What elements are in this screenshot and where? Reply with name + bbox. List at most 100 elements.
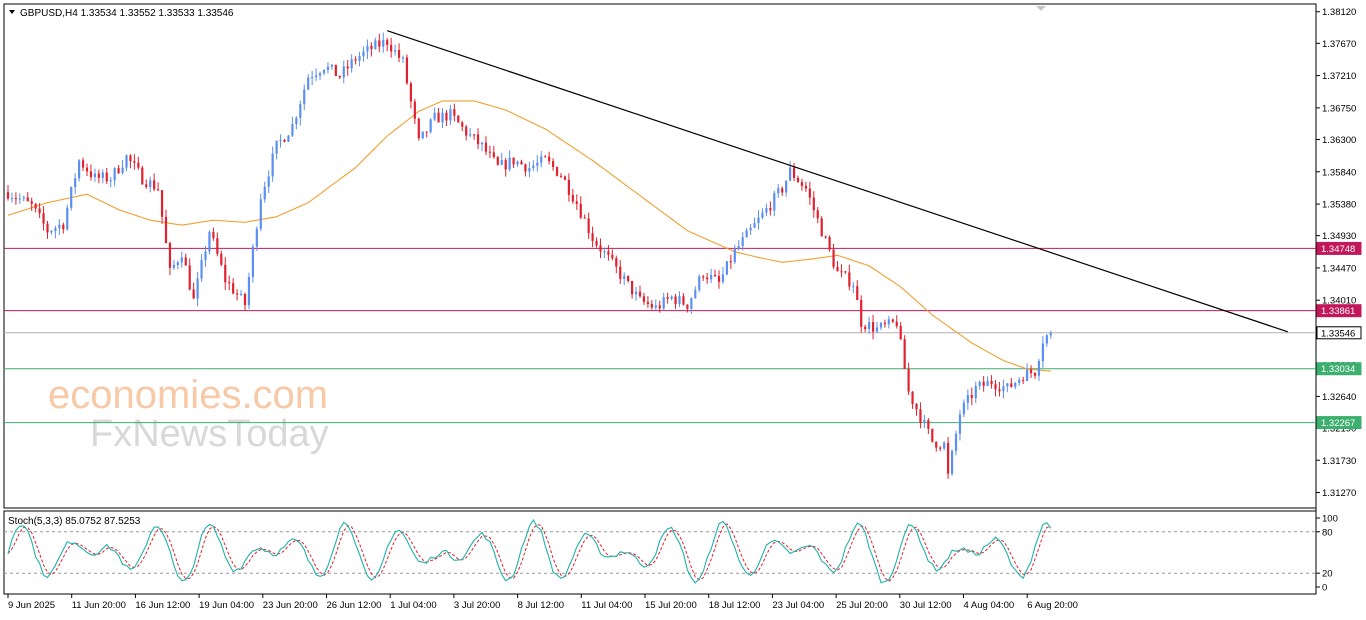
candle-body[interactable] bbox=[259, 199, 262, 229]
candle-body[interactable] bbox=[599, 245, 602, 252]
candle-body[interactable] bbox=[1006, 383, 1009, 387]
candle-body[interactable] bbox=[14, 198, 17, 200]
candle-body[interactable] bbox=[1002, 386, 1005, 392]
candle-body[interactable] bbox=[619, 266, 622, 279]
candle-body[interactable] bbox=[552, 161, 555, 167]
candle-body[interactable] bbox=[224, 264, 227, 283]
candle-body[interactable] bbox=[927, 420, 930, 429]
candle-body[interactable] bbox=[342, 66, 345, 78]
candle-body[interactable] bbox=[595, 240, 598, 246]
candle-body[interactable] bbox=[710, 274, 713, 280]
candle-body[interactable] bbox=[429, 119, 432, 132]
moving-average-line[interactable] bbox=[7, 100, 1051, 372]
candle-body[interactable] bbox=[713, 274, 717, 277]
candle-body[interactable] bbox=[109, 180, 112, 182]
candle-body[interactable] bbox=[958, 414, 962, 434]
candle-body[interactable] bbox=[832, 249, 835, 267]
candle-body[interactable] bbox=[555, 166, 559, 176]
candle-body[interactable] bbox=[540, 156, 543, 163]
candle-body[interactable] bbox=[101, 172, 104, 178]
candle-body[interactable] bbox=[520, 161, 523, 165]
candle-body[interactable] bbox=[473, 134, 476, 136]
candle-body[interactable] bbox=[409, 83, 412, 102]
candle-body[interactable] bbox=[950, 450, 954, 474]
candle-body[interactable] bbox=[168, 243, 172, 268]
candle-body[interactable] bbox=[334, 64, 337, 77]
candle-body[interactable] bbox=[868, 322, 871, 329]
candle-body[interactable] bbox=[149, 180, 152, 188]
candle-body[interactable] bbox=[307, 77, 310, 90]
candle-body[interactable] bbox=[160, 190, 164, 217]
candle-body[interactable] bbox=[263, 186, 266, 200]
candle-body[interactable] bbox=[986, 380, 989, 386]
candle-body[interactable] bbox=[757, 217, 760, 224]
candle-body[interactable] bbox=[22, 197, 25, 199]
candle-body[interactable] bbox=[899, 325, 902, 340]
candle-body[interactable] bbox=[524, 164, 527, 172]
candle-body[interactable] bbox=[785, 180, 788, 193]
candle-body[interactable] bbox=[816, 210, 819, 219]
candle-body[interactable] bbox=[1033, 373, 1037, 376]
candle-body[interactable] bbox=[931, 428, 934, 442]
candle-body[interactable] bbox=[844, 271, 847, 273]
candle-body[interactable] bbox=[401, 57, 405, 59]
candle-body[interactable] bbox=[962, 402, 965, 415]
candle-body[interactable] bbox=[1022, 379, 1025, 381]
candle-body[interactable] bbox=[871, 322, 875, 332]
candle-body[interactable] bbox=[38, 208, 41, 214]
candle-body[interactable] bbox=[433, 112, 436, 120]
candle-body[interactable] bbox=[642, 296, 646, 302]
candle-body[interactable] bbox=[488, 151, 491, 153]
candle-body[interactable] bbox=[153, 180, 156, 190]
candle-body[interactable] bbox=[982, 381, 985, 386]
candle-body[interactable] bbox=[492, 152, 495, 158]
candle-body[interactable] bbox=[461, 122, 464, 127]
candle-body[interactable] bbox=[544, 156, 547, 158]
candle-body[interactable] bbox=[820, 218, 823, 237]
candle-body[interactable] bbox=[267, 176, 270, 187]
candle-body[interactable] bbox=[903, 339, 906, 370]
candle-body[interactable] bbox=[145, 184, 148, 188]
candle-body[interactable] bbox=[812, 197, 815, 211]
candle-body[interactable] bbox=[915, 404, 918, 410]
candle-body[interactable] bbox=[311, 77, 314, 79]
candle-body[interactable] bbox=[800, 182, 804, 186]
candle-body[interactable] bbox=[828, 236, 831, 250]
candle-body[interactable] bbox=[1010, 383, 1013, 387]
candle-body[interactable] bbox=[686, 304, 689, 309]
candle-body[interactable] bbox=[737, 246, 740, 249]
candle-body[interactable] bbox=[382, 39, 385, 47]
candle-body[interactable] bbox=[765, 208, 768, 213]
candle-body[interactable] bbox=[508, 157, 511, 170]
candle-body[interactable] bbox=[623, 275, 626, 279]
candle-body[interactable] bbox=[658, 305, 661, 309]
candle-body[interactable] bbox=[1037, 361, 1041, 376]
candle-body[interactable] bbox=[121, 167, 124, 173]
candle-body[interactable] bbox=[532, 165, 535, 168]
candle-body[interactable] bbox=[299, 104, 302, 118]
candle-body[interactable] bbox=[698, 276, 701, 290]
candle-body[interactable] bbox=[188, 265, 191, 290]
candle-body[interactable] bbox=[753, 223, 756, 228]
candle-body[interactable] bbox=[449, 109, 452, 121]
candle-body[interactable] bbox=[34, 203, 37, 209]
candle-body[interactable] bbox=[919, 409, 922, 423]
candle-body[interactable] bbox=[362, 51, 365, 57]
candle-body[interactable] bbox=[378, 40, 381, 47]
candle-body[interactable] bbox=[1045, 335, 1048, 344]
candle-body[interactable] bbox=[437, 112, 440, 123]
candle-body[interactable] bbox=[465, 126, 468, 136]
candle-body[interactable] bbox=[512, 157, 515, 165]
candle-body[interactable] bbox=[571, 194, 574, 202]
candle-body[interactable] bbox=[394, 50, 397, 52]
candle-body[interactable] bbox=[875, 327, 879, 332]
candle-body[interactable] bbox=[484, 142, 488, 152]
candle-body[interactable] bbox=[239, 293, 243, 295]
candle-body[interactable] bbox=[232, 283, 235, 294]
candle-body[interactable] bbox=[749, 227, 752, 231]
candle-body[interactable] bbox=[1041, 343, 1044, 362]
candle-body[interactable] bbox=[516, 161, 519, 165]
candle-body[interactable] bbox=[587, 218, 590, 234]
candle-body[interactable] bbox=[176, 262, 179, 266]
candle-body[interactable] bbox=[781, 188, 784, 193]
